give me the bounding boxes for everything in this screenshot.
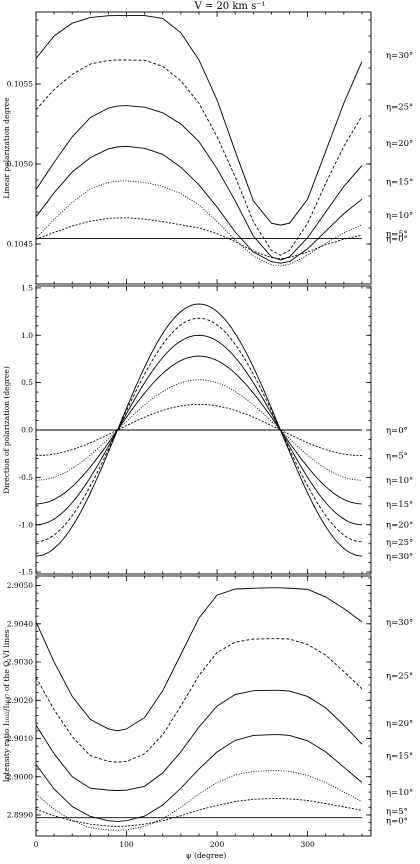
series-label: η=5°	[386, 230, 408, 240]
y-tick-label: 0.0	[21, 426, 33, 435]
series-line	[35, 217, 363, 260]
series-label: η=30°	[386, 51, 413, 61]
y-tick-label: -0.5	[19, 473, 34, 482]
plot-frame	[35, 575, 372, 837]
y-tick-label: 2.9040	[7, 619, 33, 628]
series-label: η=30°	[386, 552, 413, 562]
series-label: η=30°	[386, 618, 413, 628]
series-line	[35, 334, 362, 526]
series-line	[35, 689, 363, 791]
series-line	[35, 798, 363, 827]
series-label: η=0°	[386, 426, 408, 436]
y-tick-label: 2.9020	[7, 696, 33, 705]
series-line	[35, 317, 362, 543]
chart-panel-polarization-direction: Direction of polarization (degree) -1.5 -1…	[2, 283, 413, 576]
series-line	[35, 59, 363, 256]
y-tick-label: 2.9030	[7, 658, 33, 667]
series-label: η=10°	[386, 788, 413, 798]
y-tick-label: 2.9000	[7, 772, 33, 781]
y-axis-label: Direction of polarization (degree)	[2, 366, 11, 494]
x-tick-label: 200	[210, 840, 225, 849]
y-axis-label: Linear polarization degree	[2, 97, 11, 199]
y-tick-label: 0.5	[21, 378, 33, 387]
chart-panel-polarization-degree: Linear polarization degree 0.1045 0.1050 0.…	[2, 11, 413, 285]
y-tick-label: 1.0	[21, 331, 33, 340]
y-tick-label: 2.9010	[7, 734, 33, 743]
x-tick-label: 0	[34, 840, 39, 849]
series-line	[35, 15, 363, 226]
x-tick-label: 300	[300, 840, 315, 849]
series-label: η=20°	[386, 719, 413, 729]
chart-panel-intensity-ratio: Intensity ratio I₁₀₃₂/I₁₀₃₇ of the O VI …	[2, 575, 413, 849]
series-label: η=0°	[386, 234, 408, 244]
figure-title: V = 20 km s⁻¹	[193, 1, 265, 12]
y-tick-label: -1.5	[19, 568, 34, 577]
y-tick-label: 0.1055	[7, 80, 33, 89]
series-line	[35, 734, 363, 822]
series-label: η=25°	[386, 538, 413, 548]
series-label: η=10°	[386, 211, 413, 221]
y-tick-label: -1.0	[19, 520, 34, 529]
series-line	[35, 355, 362, 505]
series-label: η=20°	[386, 139, 413, 149]
series-line	[35, 180, 363, 267]
series-line	[35, 587, 363, 732]
series-label: η=0°	[386, 817, 408, 827]
series-line	[35, 303, 362, 557]
y-tick-label: 2.9050	[7, 581, 33, 590]
y-tick-label: 0.1050	[7, 160, 33, 169]
series-label: η=25°	[386, 671, 413, 681]
series-line	[35, 770, 363, 831]
x-axis-label: ψ (degree)	[186, 851, 227, 860]
y-tick-label: 2.8990	[7, 811, 33, 820]
series-label: η=15°	[386, 752, 413, 762]
series-line	[35, 145, 363, 264]
y-axis-label: Intensity ratio I₁₀₃₂/I₁₀₃₇ of the O VI …	[2, 629, 11, 782]
series-label: η=15°	[386, 500, 413, 510]
series-line	[35, 638, 363, 763]
series-label: η=10°	[386, 476, 413, 486]
x-tick-label: 100	[119, 840, 134, 849]
y-tick-label: 1.5	[21, 283, 33, 292]
series-line	[35, 105, 363, 261]
series-label: η=5°	[386, 452, 408, 462]
series-label: η=20°	[386, 521, 413, 531]
series-label: η=25°	[386, 102, 413, 112]
series-label: η=5°	[386, 807, 408, 817]
series-line	[35, 403, 362, 457]
y-tick-label: 0.1045	[7, 240, 33, 249]
series-label: η=15°	[386, 178, 413, 188]
